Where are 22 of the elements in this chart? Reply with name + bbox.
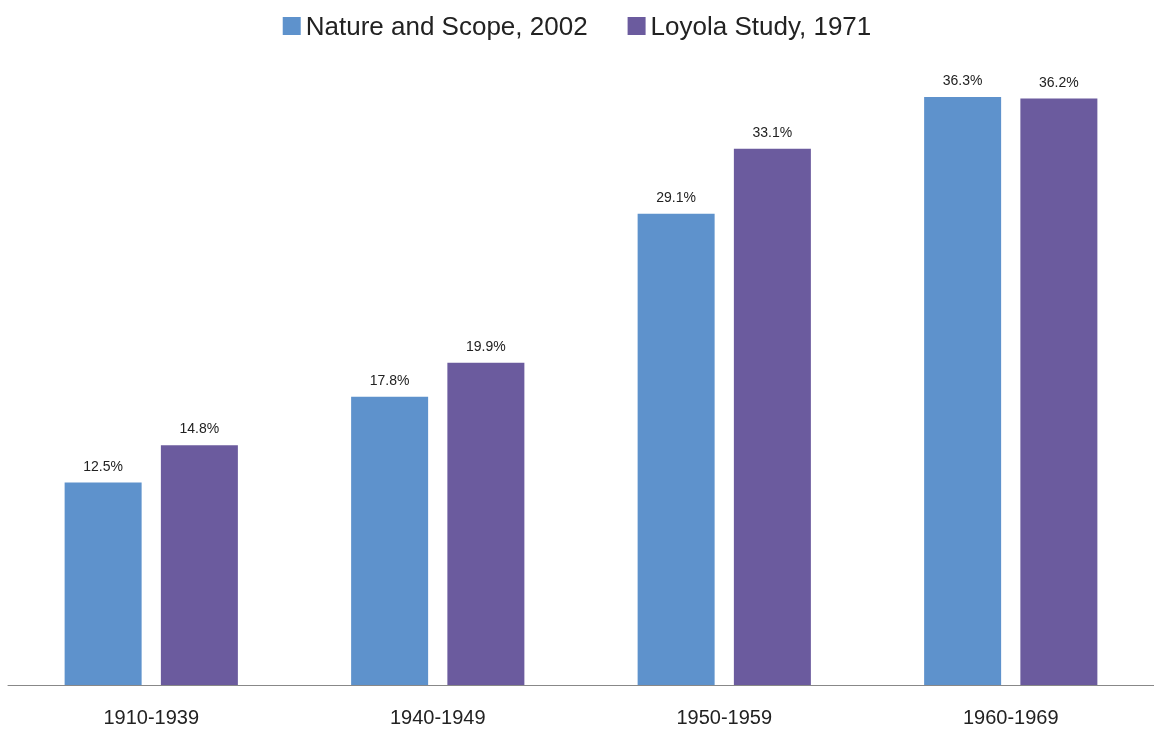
bar xyxy=(64,482,142,685)
data-label: 29.1% xyxy=(656,188,696,205)
legend-label: Nature and Scope, 2002 xyxy=(305,11,588,41)
data-label: 12.5% xyxy=(83,457,123,474)
x-tick-label: 1910-1939 xyxy=(103,706,200,728)
data-label: 19.9% xyxy=(466,337,506,354)
bar xyxy=(447,362,525,685)
data-label: 36.2% xyxy=(1039,73,1079,90)
data-label: 17.8% xyxy=(369,371,410,388)
legend-label: Loyola Study, 1971 xyxy=(650,11,872,41)
bar xyxy=(351,396,429,685)
data-label: 36.3% xyxy=(942,72,983,88)
bar xyxy=(733,148,811,685)
x-tick-label: 1940-1949 xyxy=(389,706,486,728)
x-tick-label: 1950-1959 xyxy=(676,706,773,728)
data-label: 14.8% xyxy=(179,420,220,437)
x-tick-label: 1960-1969 xyxy=(962,706,1059,728)
bar xyxy=(1020,98,1098,685)
bar xyxy=(637,213,715,685)
bar xyxy=(924,97,1002,685)
data-label: 33.1% xyxy=(752,123,793,140)
bar xyxy=(160,445,238,685)
